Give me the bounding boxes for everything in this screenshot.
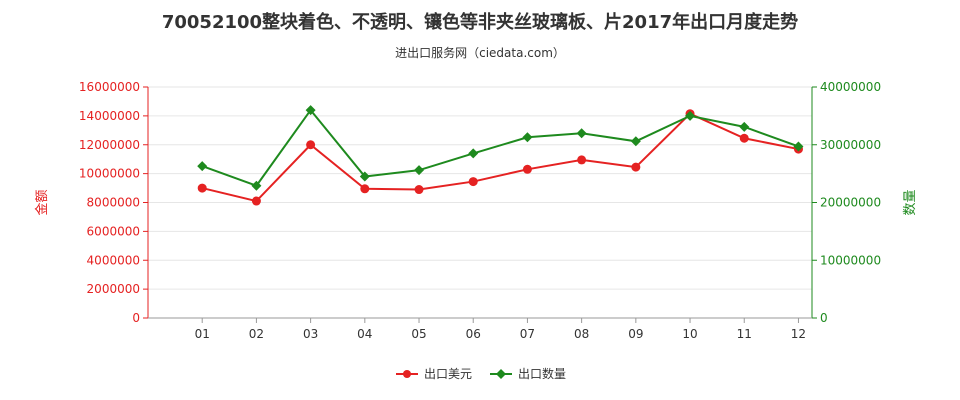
legend-label: 出口数量: [518, 366, 566, 381]
x-tick-label: 01: [195, 327, 210, 341]
right-tick-label: 20000000: [820, 196, 881, 210]
x-tick-label: 02: [249, 327, 264, 341]
x-tick-label: 04: [357, 327, 372, 341]
left-tick-label: 2000000: [87, 282, 140, 296]
x-tick-label: 06: [466, 327, 481, 341]
data-point: [577, 155, 587, 165]
chart-subtitle: 进出口服务网（ciedata.com）: [395, 46, 565, 60]
left-tick-label: 0: [132, 311, 140, 325]
data-point: [251, 180, 262, 191]
data-point: [251, 196, 261, 206]
right-axis-title: 数量: [903, 189, 918, 215]
data-point: [793, 141, 804, 152]
data-point: [522, 132, 533, 143]
data-point: [631, 162, 641, 172]
left-tick-label: 12000000: [79, 138, 140, 152]
left-axis-title: 金额: [34, 189, 50, 215]
x-tick-label: 11: [737, 327, 752, 341]
right-tick-label: 30000000: [820, 138, 881, 152]
data-point: [360, 184, 370, 194]
data-point: [414, 185, 424, 195]
left-tick-label: 16000000: [79, 80, 140, 94]
left-tick-label: 8000000: [87, 196, 140, 210]
x-tick-label: 09: [628, 327, 643, 341]
data-point: [197, 161, 208, 172]
left-tick-label: 4000000: [87, 253, 140, 267]
right-tick-label: 10000000: [820, 253, 881, 267]
data-point: [630, 136, 641, 147]
data-point: [739, 121, 750, 132]
legend-swatch-marker: [496, 369, 506, 379]
x-tick-label: 07: [520, 327, 535, 341]
data-point: [306, 140, 316, 150]
legend-label: 出口美元: [424, 367, 472, 381]
left-tick-label: 6000000: [87, 224, 140, 238]
data-point: [576, 128, 587, 139]
series-line-出口美元: [201, 112, 799, 203]
data-point: [739, 133, 749, 143]
x-tick-label: 08: [574, 327, 589, 341]
left-tick-label: 14000000: [79, 109, 140, 123]
legend-swatch-marker: [403, 370, 411, 378]
series-line-出口数量: [201, 108, 799, 187]
x-tick-label: 12: [791, 327, 806, 341]
data-point: [414, 165, 425, 176]
data-point: [305, 105, 316, 116]
data-point: [359, 171, 370, 182]
left-tick-label: 10000000: [79, 167, 140, 181]
x-tick-label: 05: [411, 327, 426, 341]
data-point: [197, 183, 207, 193]
data-point: [522, 164, 532, 174]
data-point: [685, 110, 696, 121]
x-tick-label: 03: [303, 327, 318, 341]
right-tick-label: 0: [820, 311, 828, 325]
x-tick-label: 10: [682, 327, 697, 341]
data-point: [468, 148, 479, 159]
right-tick-label: 40000000: [820, 80, 881, 94]
chart-title: 70052100整块着色、不透明、镶色等非夹丝玻璃板、片2017年出口月度走势: [161, 12, 799, 33]
data-point: [468, 177, 478, 187]
